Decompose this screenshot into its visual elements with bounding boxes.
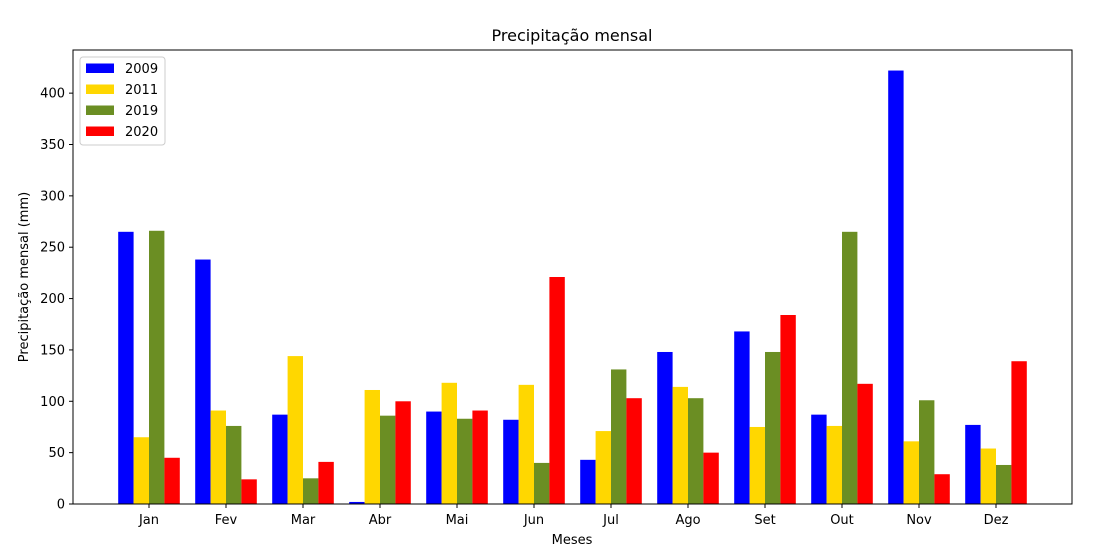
x-tick-label: Jan [138,513,159,528]
bar-2019-jul [611,369,627,504]
bar-2009-jun [503,419,519,504]
y-tick-label: 200 [40,292,65,307]
bar-2011-set [749,426,765,504]
x-tick-label: Jul [602,513,619,528]
legend-label-2020: 2020 [125,125,158,140]
bar-2019-out [842,231,858,504]
bar-2011-jun [518,384,534,504]
bar-2011-dez [980,448,996,504]
bar-2019-nov [919,400,935,504]
bar-2020-ago [703,452,719,504]
y-tick-label: 250 [40,241,65,256]
bar-2020-jan [164,457,180,504]
y-tick-label: 0 [57,498,65,513]
bar-2019-jan [149,230,165,504]
bar-2020-set [780,315,796,504]
bar-2020-out [857,383,873,504]
legend-swatch-2011 [86,84,114,94]
bar-2019-jun [534,462,550,504]
y-tick-label: 400 [40,87,65,102]
bar-2009-mar [272,414,288,504]
bar-2020-jul [626,398,642,504]
bar-2019-ago [688,398,704,504]
y-tick-label: 100 [40,395,65,410]
legend-swatch-2019 [86,105,114,115]
bar-2009-ago [657,351,673,504]
bar-2009-jul [580,459,596,504]
bar-2020-nov [934,474,950,504]
bar-2020-fev [241,479,257,504]
bar-2019-mar [303,478,319,504]
bar-2019-fev [226,425,242,504]
y-tick-label: 150 [40,343,65,358]
bar-2009-out [811,414,827,504]
bar-2009-set [734,331,750,504]
x-tick-label: Fev [215,513,238,528]
bar-2011-jan [133,437,149,504]
bar-2011-ago [672,386,688,504]
bar-2009-mai [426,411,442,504]
x-tick-label: Mar [291,513,316,528]
x-axis-ticks: Jan Fev Mar Abr Mai Jun Jul Ago Set Out Nov Dez [138,504,1009,528]
legend-swatch-2009 [86,63,114,73]
bar-2020-abr [395,401,411,504]
bar-2011-out [826,425,842,504]
legend-label-2009: 2009 [125,62,158,77]
chart-title: Precipitação mensal [492,26,653,45]
plot-frame [72,49,1073,505]
legend-label-2011: 2011 [125,83,158,98]
legend-label-2019: 2019 [125,104,158,119]
bar-2019-abr [380,415,396,504]
legend-swatch-2020 [86,126,114,136]
bar-2019-mai [457,418,473,504]
bar-2011-jul [595,431,611,504]
legend-box [79,56,166,146]
bar-2019-set [765,351,781,504]
y-tick-label: 50 [48,446,65,461]
x-axis-label: Meses [552,533,593,548]
legend: 2009 2011 2019 2020 [79,56,166,146]
bar-2011-nov [903,441,919,504]
y-tick-label: 350 [40,138,65,153]
x-tick-label: Out [830,513,854,528]
bar-2020-mar [318,461,334,504]
bar-2020-mai [472,410,488,504]
bar-2009-nov [888,70,904,504]
bar-2009-abr [349,501,365,504]
bar-2011-mar [287,356,303,504]
y-axis-label: Precipitação mensal (mm) [17,192,32,362]
bar-2011-fev [210,410,226,504]
x-tick-label: Abr [369,513,392,528]
bar-2011-abr [364,389,380,504]
y-axis-ticks: 0 50 100 150 200 250 300 350 400 [40,87,73,513]
bar-2011-mai [441,382,457,504]
x-tick-label: Jun [523,513,544,528]
bar-2020-dez [1011,361,1027,504]
bars-group [118,70,1027,504]
bar-2009-dez [965,424,981,504]
bar-2009-fev [195,259,211,504]
bar-2009-jan [118,231,134,504]
x-tick-label: Nov [906,513,932,528]
bar-2019-dez [996,464,1012,504]
x-tick-label: Set [754,513,775,528]
x-tick-label: Mai [446,513,469,528]
y-tick-label: 300 [40,189,65,204]
x-tick-label: Dez [984,513,1009,528]
bar-2020-jun [549,277,565,504]
x-tick-label: Ago [675,513,700,528]
